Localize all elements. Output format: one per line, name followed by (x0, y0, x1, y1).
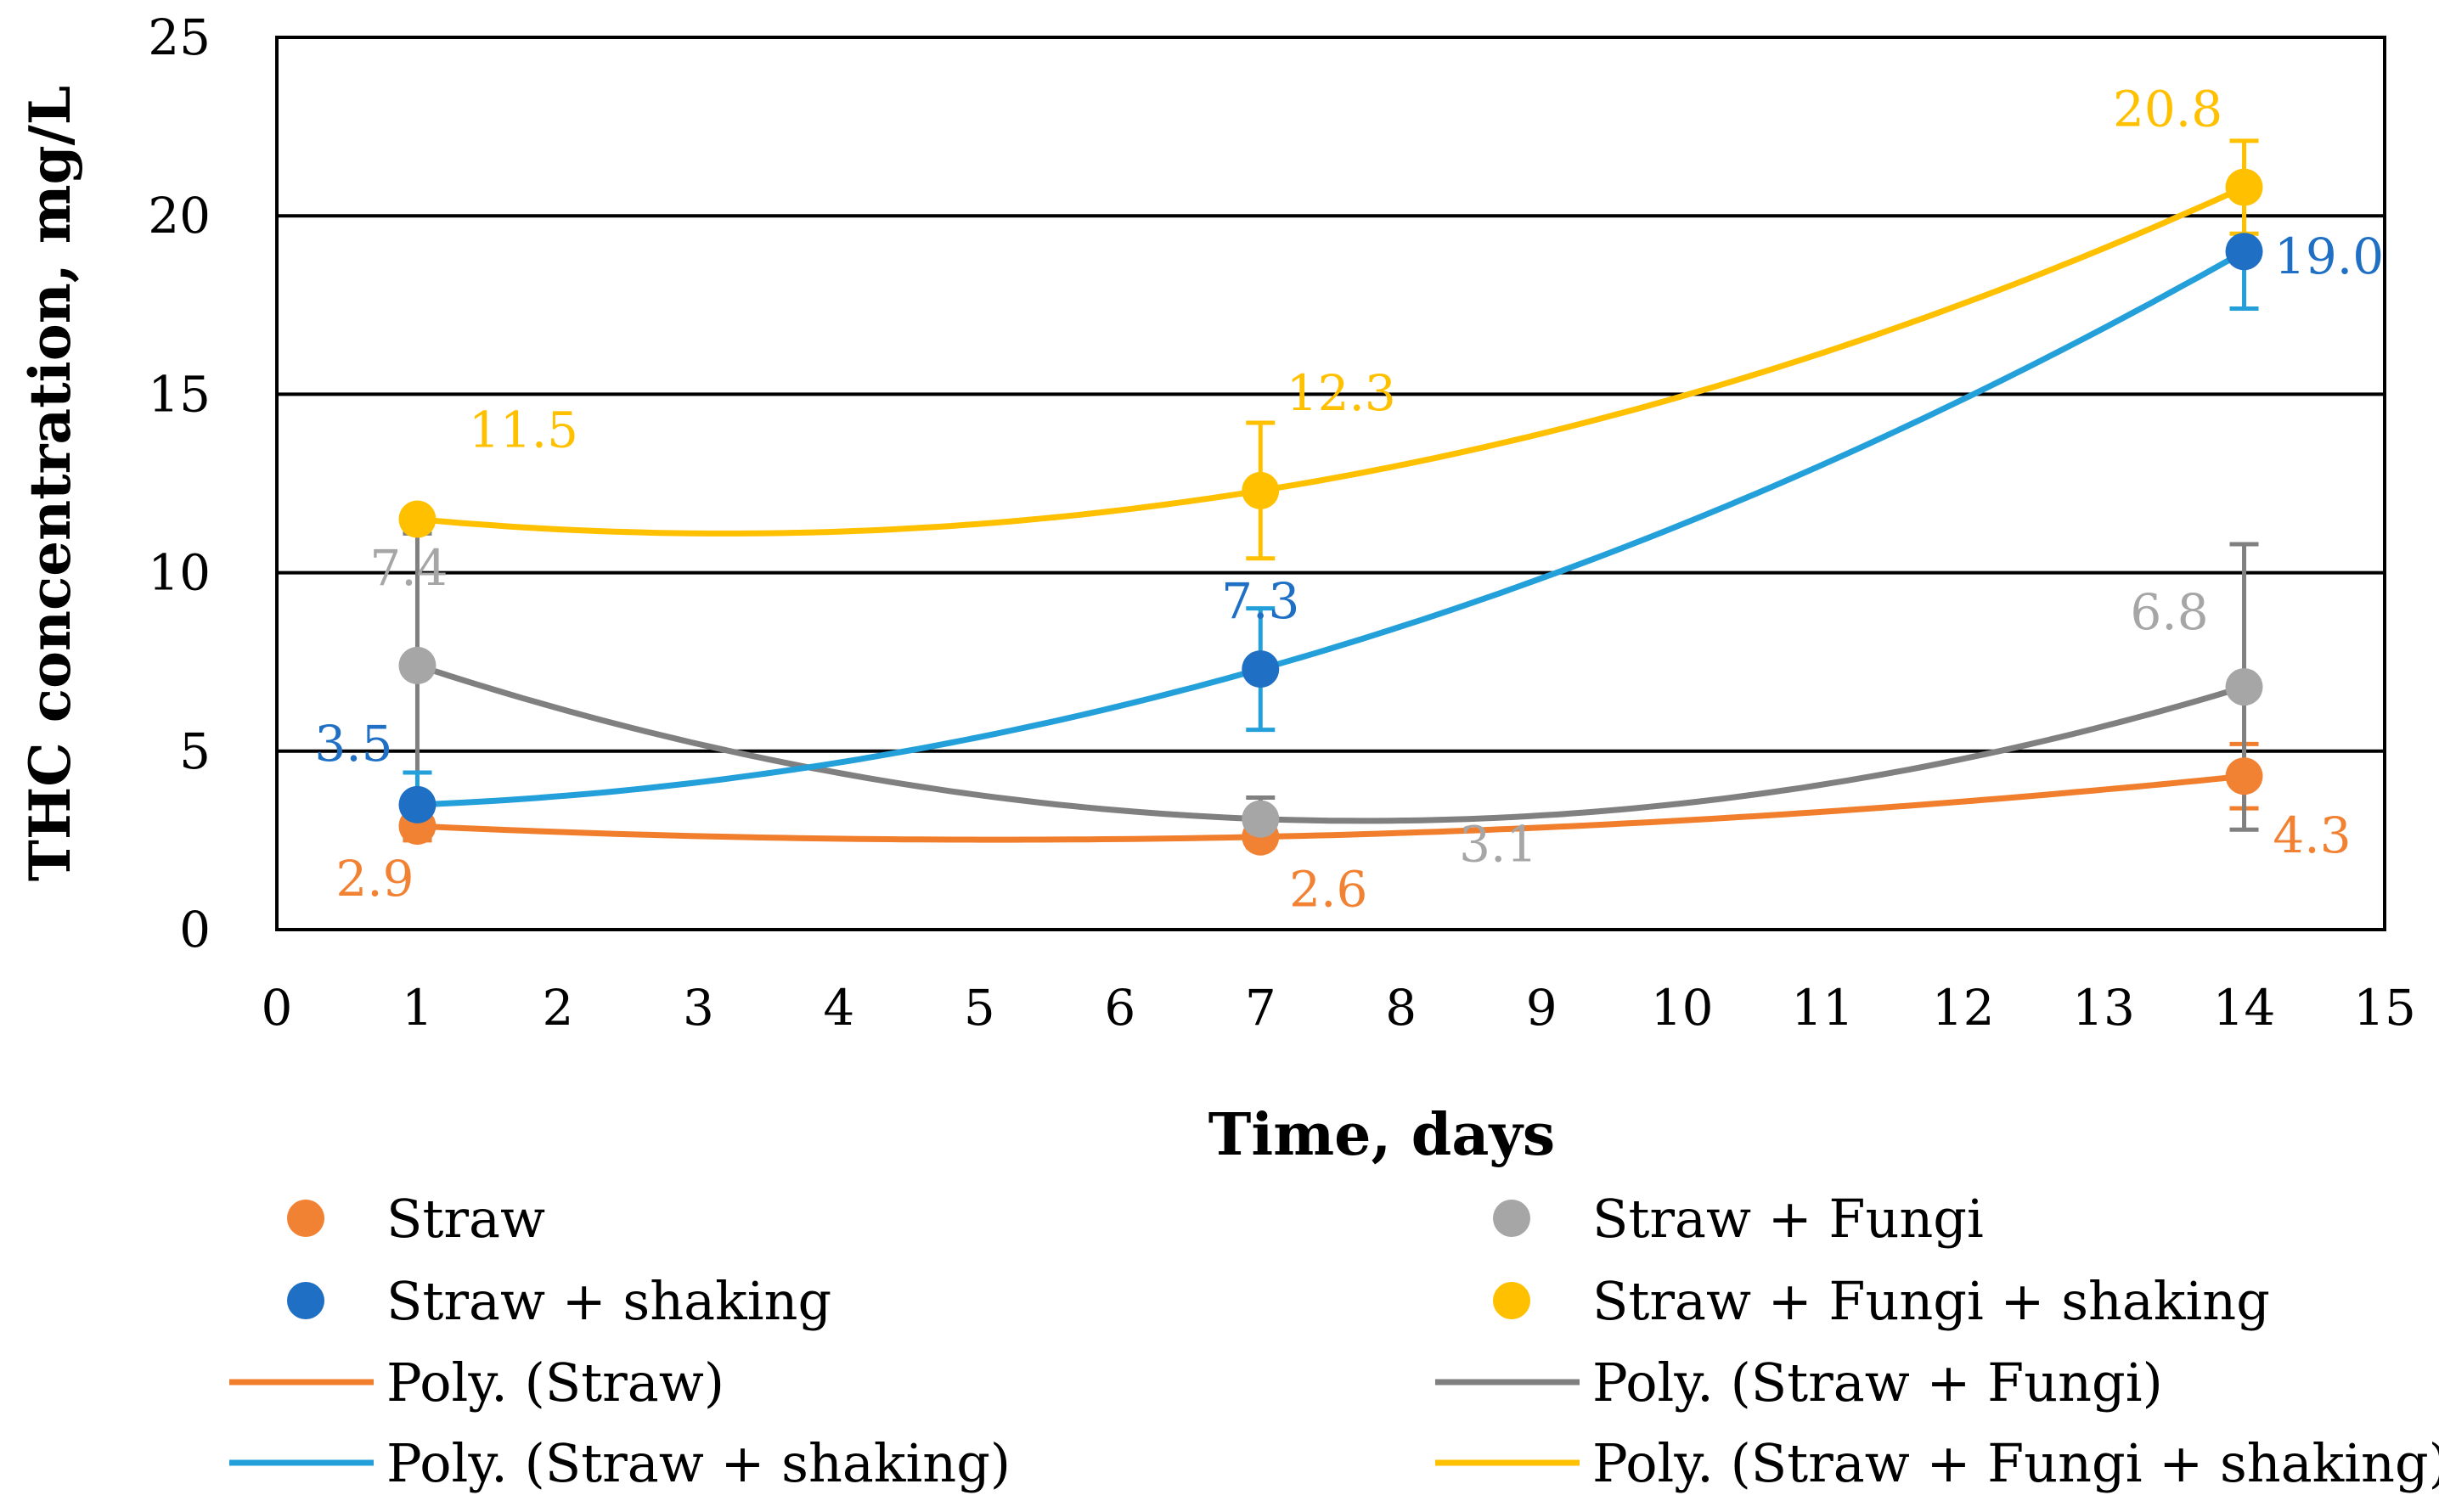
data-label: 7.3 (1221, 572, 1299, 630)
legend: Straw Straw + Fungi Straw + shaking Straw +… (229, 1188, 2439, 1494)
y-tick-label: 15 (148, 365, 211, 423)
x-tick-label: 3 (683, 979, 714, 1037)
data-point (398, 785, 437, 823)
data-label: 12.3 (1287, 364, 1396, 422)
trend-line-1 (417, 773, 2245, 843)
legend-label: Straw + Fungi (1592, 1188, 1984, 1250)
data-labels: 2.9 2.6 4.3 7.4 3.1 6.8 3.5 7.3 19.0 11.5 12.3 20.8 (314, 81, 2384, 919)
x-tick-label: 4 (823, 979, 854, 1037)
y-tick-label: 0 (179, 901, 211, 958)
x-tick-label: 10 (1651, 979, 1714, 1037)
x-tick-label: 2 (542, 979, 573, 1037)
x-tick-label: 11 (1791, 979, 1854, 1037)
data-point (2225, 233, 2263, 271)
x-tick-label: 14 (2213, 979, 2276, 1037)
y-tick-label: 5 (179, 722, 211, 780)
legend-label: Poly. (Straw + Fungi) (1592, 1352, 2163, 1414)
x-tick-label: 13 (2072, 979, 2135, 1037)
legend-marker (1493, 1200, 1530, 1237)
data-point (398, 500, 437, 538)
trend-line-2 (416, 662, 2245, 824)
legend-marker (1493, 1282, 1530, 1319)
x-tick-label: 12 (1932, 979, 1995, 1037)
legend-label: Poly. (Straw + Fungi + shaking) (1592, 1432, 2439, 1494)
data-label: 20.8 (2113, 81, 2222, 138)
y-tick-label: 10 (148, 544, 211, 602)
legend-label: Straw (386, 1188, 545, 1250)
data-point (2225, 757, 2263, 795)
data-label: 4.3 (2273, 807, 2351, 864)
y-tick-label: 20 (148, 187, 211, 245)
x-tick-label: 1 (402, 979, 433, 1037)
trend-line-4 (417, 184, 2245, 537)
plot-area-frame (275, 36, 2386, 931)
x-tick-label: 6 (1104, 979, 1135, 1037)
trend-lines (416, 184, 2246, 843)
legend-label: Poly. (Straw) (386, 1352, 724, 1414)
legend-label: Straw + Fungi + shaking (1592, 1270, 2270, 1332)
y-axis-title: THC concentration, mg/L (17, 86, 83, 881)
data-label: 2.6 (1289, 861, 1367, 919)
data-point (1242, 650, 1280, 689)
data-point (2225, 168, 2263, 206)
data-label: 11.5 (469, 402, 578, 459)
legend-label: Straw + shaking (386, 1270, 831, 1332)
x-tick-label: 0 (262, 979, 293, 1037)
x-axis-title: Time, days (1208, 1101, 1555, 1169)
data-label: 7.4 (369, 539, 448, 597)
y-tick-label: 25 (148, 8, 211, 66)
legend-label: Poly. (Straw + shaking) (386, 1432, 1011, 1494)
legend-marker (287, 1200, 324, 1237)
x-tick-label: 15 (2353, 979, 2416, 1037)
x-tick-label: 5 (964, 979, 995, 1037)
data-label: 6.8 (2130, 583, 2208, 641)
data-points (398, 168, 2263, 856)
x-tick-label: 9 (1526, 979, 1557, 1037)
data-label: 2.9 (335, 850, 414, 908)
x-tick-label: 7 (1245, 979, 1276, 1037)
data-point (1242, 471, 1280, 509)
trend-line-3 (417, 249, 2246, 808)
x-tick-label: 8 (1385, 979, 1417, 1037)
data-point (1242, 800, 1280, 838)
data-point (2225, 668, 2263, 706)
data-label: 3.5 (314, 715, 392, 773)
data-label: 3.1 (1459, 816, 1537, 874)
data-label: 19.0 (2274, 228, 2384, 285)
legend-marker (287, 1282, 324, 1319)
data-point (398, 646, 437, 684)
